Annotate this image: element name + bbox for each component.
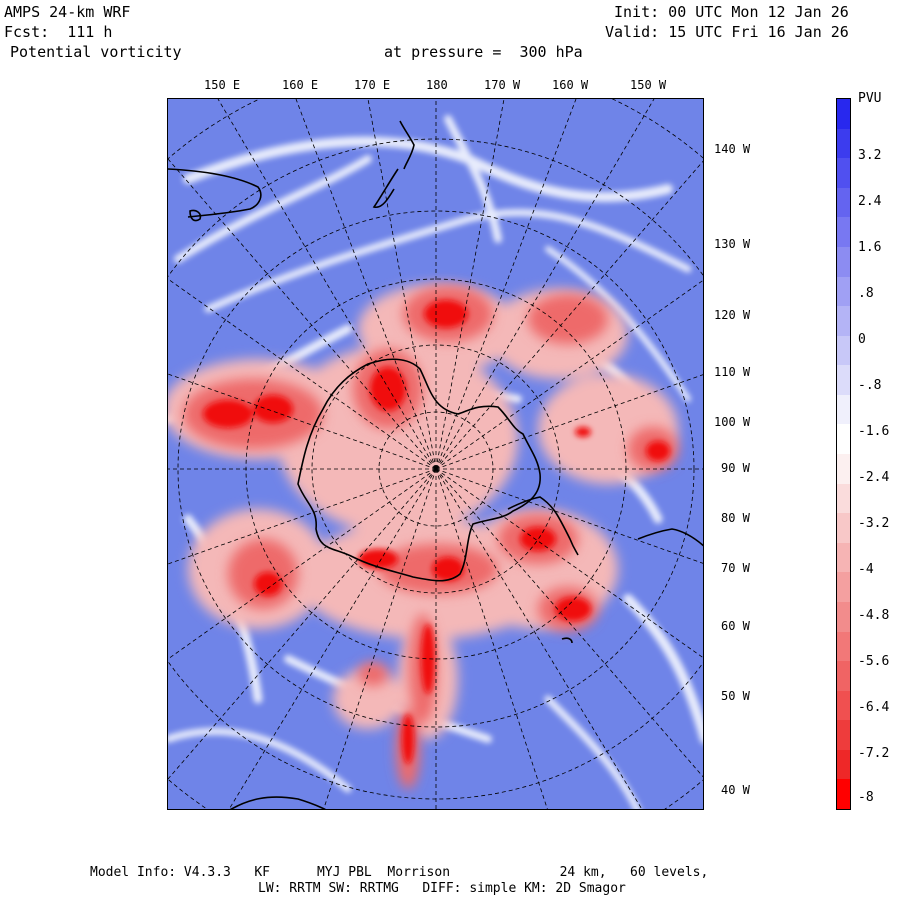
new-zealand-south	[372, 168, 399, 209]
pressure-level: at pressure = 300 hPa	[384, 43, 583, 61]
colorbar-segment	[837, 779, 850, 809]
lon-label-140w: 140 W	[714, 142, 751, 156]
lon-label-40w: 40 W	[721, 783, 750, 797]
colorbar-label-0: 0	[858, 332, 866, 347]
lon-label-90w: 90 W	[721, 461, 750, 475]
colorbar-label-neg-3-2: -3.2	[858, 516, 890, 531]
new-zealand-north	[399, 120, 415, 170]
lon-label-60w: 60 W	[721, 619, 750, 633]
colorbar-segment	[837, 158, 850, 190]
init-time: Init: 00 UTC Mon 12 Jan 26	[614, 3, 849, 21]
lon-label-50w: 50 W	[721, 689, 750, 703]
colorbar-segment	[837, 335, 850, 367]
colorbar-segment	[837, 365, 850, 397]
tasmania	[189, 209, 202, 222]
lon-label-150w: 150 W	[630, 78, 667, 92]
colorbar-segment	[837, 542, 850, 574]
variable-name: Potential vorticity	[10, 43, 182, 61]
colorbar-segment	[837, 454, 850, 485]
colorbar-label-neg-2-4: -2.4	[858, 470, 890, 485]
colorbar-label-neg-5-6: -5.6	[858, 654, 890, 669]
colorbar-label-neg-4-8: -4.8	[858, 608, 890, 623]
colorbar-segment	[837, 424, 850, 456]
colorbar-segment	[837, 246, 850, 278]
colorbar-segment	[837, 690, 850, 722]
bottom-coastline	[229, 796, 326, 809]
colorbar-segment	[837, 128, 850, 160]
pv-colorbar	[836, 98, 851, 810]
australia-coastline	[168, 168, 262, 218]
model-info-line1: Model Info: V4.3.3 KF MYJ PBL Morrison 2…	[90, 865, 709, 880]
colorbar-segment	[837, 749, 850, 781]
colorbar-segment	[837, 483, 850, 515]
lon-label-170e: 170 E	[354, 78, 391, 92]
lon-label-160w: 160 W	[552, 78, 589, 92]
colorbar-segment	[837, 720, 850, 752]
lon-label-180: 180	[426, 78, 448, 92]
antarctica-coastline	[297, 358, 541, 582]
south-georgia	[561, 637, 573, 644]
colorbar-label-3-2: 3.2	[858, 148, 882, 163]
antarctic-peninsula	[507, 496, 579, 556]
colorbar-segment	[837, 99, 850, 130]
pv-map-graphic	[168, 99, 703, 809]
colorbar-label-neg-7-2: -7.2	[858, 746, 890, 761]
meridians	[168, 99, 703, 809]
colorbar-segment	[837, 513, 850, 545]
lon-label-70w: 70 W	[721, 561, 750, 575]
colorbar-label-2-4: 2.4	[858, 194, 882, 209]
lon-label-120w: 120 W	[714, 308, 751, 322]
lon-label-170w: 170 W	[484, 78, 521, 92]
colorbar-title: PVU	[858, 91, 882, 106]
forecast-hour: Fcst: 111 h	[4, 23, 113, 41]
model-info-line2: LW: RRTM SW: RRTMG DIFF: simple KM: 2D S…	[258, 881, 626, 896]
lon-label-110w: 110 W	[714, 365, 751, 379]
colorbar-segment	[837, 394, 850, 426]
pv-map	[167, 98, 704, 810]
colorbar-label-neg-6-4: -6.4	[858, 700, 890, 715]
colorbar-label-neg-4: -4	[858, 562, 874, 577]
colorbar-segment	[837, 661, 850, 693]
colorbar-segment	[837, 276, 850, 308]
model-title: AMPS 24-km WRF	[4, 3, 131, 21]
colorbar-segment	[837, 187, 850, 219]
colorbar-label-neg-1-6: -1.6	[858, 424, 890, 439]
coastlines	[168, 120, 703, 809]
colorbar-label-1-6: 1.6	[858, 240, 882, 255]
colorbar-label-neg-8: -8	[858, 790, 874, 805]
colorbar-segment	[837, 631, 850, 663]
valid-time: Valid: 15 UTC Fri 16 Jan 26	[605, 23, 849, 41]
colorbar-label-neg-0-8: -.8	[858, 378, 882, 393]
lon-label-100w: 100 W	[714, 415, 751, 429]
lon-label-150e: 150 E	[204, 78, 241, 92]
colorbar-label-0-8: .8	[858, 286, 874, 301]
pv-strong-cores	[203, 300, 670, 764]
lon-label-160e: 160 E	[282, 78, 319, 92]
lon-label-130w: 130 W	[714, 237, 751, 251]
colorbar-segment	[837, 601, 850, 633]
lon-label-80w: 80 W	[721, 511, 750, 525]
south-america-coastline	[637, 528, 703, 547]
colorbar-segment	[837, 217, 850, 249]
colorbar-segment	[837, 306, 850, 338]
colorbar-segment	[837, 572, 850, 604]
